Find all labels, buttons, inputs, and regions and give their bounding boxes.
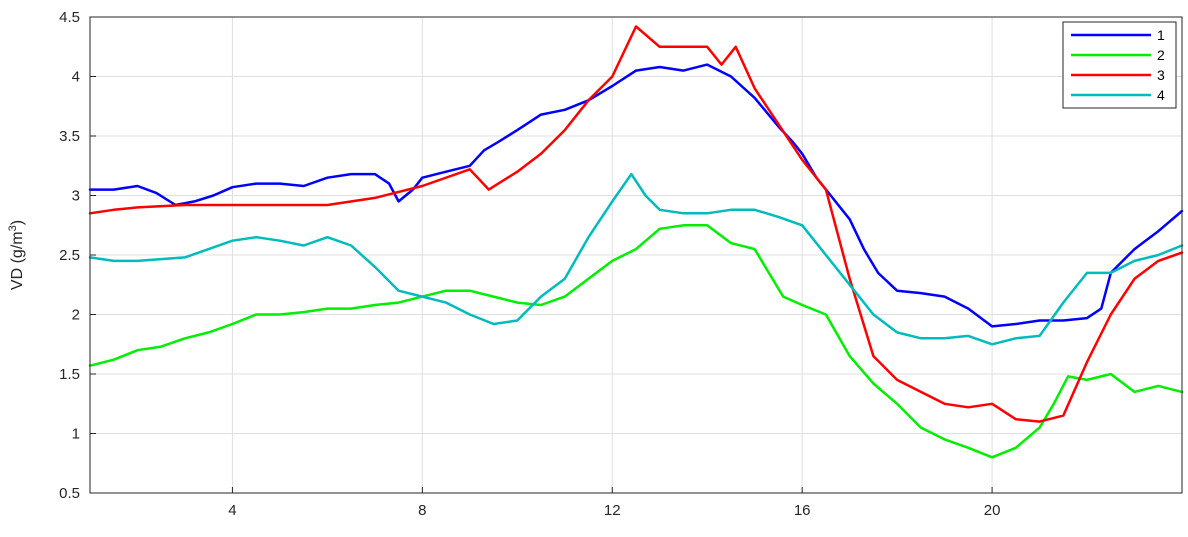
y-tick-label: 4.5 bbox=[59, 9, 80, 26]
series-line-4 bbox=[88, 172, 1184, 346]
y-axis-label-text: VD (g/m bbox=[9, 231, 26, 290]
y-tick-label: 1.5 bbox=[59, 366, 80, 383]
y-axis-label-close: ) bbox=[9, 220, 26, 225]
legend: 1 2 3 4 bbox=[1062, 21, 1177, 109]
x-tick-label: 12 bbox=[604, 502, 621, 519]
x-tick-label: 20 bbox=[984, 502, 1001, 519]
axis-ticks: 4 8 12 16 20 0.5 1 1.5 2 2.5 3 3.5 4 4.5 bbox=[59, 9, 1000, 519]
y-tick-label: 3.5 bbox=[59, 128, 80, 145]
legend-label-3: 3 bbox=[1157, 67, 1165, 83]
y-tick-label: 2.5 bbox=[59, 247, 80, 264]
y-tick-label: 4 bbox=[72, 69, 80, 86]
y-tick-label: 2 bbox=[72, 307, 80, 324]
series-line-3 bbox=[88, 25, 1184, 423]
y-tick-label: 1 bbox=[72, 426, 80, 443]
series-line-1 bbox=[88, 63, 1184, 328]
legend-label-2: 2 bbox=[1157, 47, 1165, 63]
y-axis-label: VD (g/m3) bbox=[7, 220, 26, 290]
x-tick-label: 4 bbox=[228, 502, 236, 519]
y-tick-label: 3 bbox=[72, 188, 80, 205]
x-tick-label: 16 bbox=[794, 502, 811, 519]
series-lines bbox=[88, 25, 1184, 459]
x-tick-label: 8 bbox=[418, 502, 426, 519]
series-line-2 bbox=[88, 224, 1184, 459]
grid bbox=[90, 17, 1182, 493]
legend-label-4: 4 bbox=[1157, 87, 1165, 103]
y-tick-label: 0.5 bbox=[59, 485, 80, 502]
legend-label-1: 1 bbox=[1157, 27, 1165, 43]
legend-box bbox=[1062, 21, 1177, 109]
y-axis-label-superscript: 3 bbox=[7, 225, 19, 231]
